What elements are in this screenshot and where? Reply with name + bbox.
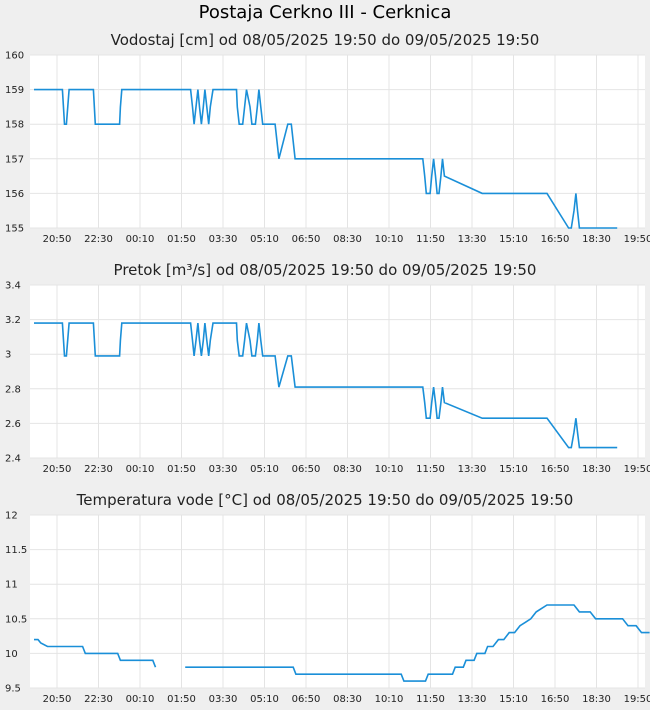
y-tick-label: 2.8	[5, 384, 21, 395]
x-tick-label: 00:10	[126, 694, 155, 705]
chart-title: Temperatura vode [°C] od 08/05/2025 19:5…	[76, 491, 574, 509]
x-tick-label: 15:10	[499, 694, 528, 705]
series-line	[34, 638, 157, 668]
x-tick-label: 05:10	[250, 694, 279, 705]
x-tick-label: 00:10	[126, 464, 155, 475]
x-tick-label: 19:50	[624, 694, 650, 705]
x-tick-label: 08:30	[333, 694, 362, 705]
chart-panel-3: Temperatura vode [°C] od 08/05/2025 19:5…	[5, 491, 650, 705]
x-tick-label: 03:30	[209, 694, 238, 705]
series-line	[185, 604, 650, 682]
series-line	[34, 88, 618, 229]
y-tick-label: 12	[5, 511, 18, 522]
x-tick-label: 13:30	[458, 464, 487, 475]
x-tick-label: 18:30	[582, 464, 611, 475]
x-tick-label: 11:50	[416, 234, 445, 245]
y-tick-label: 10.5	[5, 614, 27, 625]
y-tick-label: 155	[5, 224, 24, 235]
x-tick-label: 06:50	[292, 694, 321, 705]
x-tick-label: 16:50	[541, 694, 570, 705]
x-tick-label: 05:10	[250, 464, 279, 475]
x-tick-label: 11:50	[416, 694, 445, 705]
x-tick-label: 01:50	[167, 234, 196, 245]
x-tick-label: 03:30	[209, 464, 238, 475]
y-tick-label: 158	[5, 120, 24, 131]
x-tick-label: 01:50	[167, 464, 196, 475]
y-tick-label: 160	[5, 51, 24, 62]
chart-panel-2: Pretok [m³/s] od 08/05/2025 19:50 do 09/…	[5, 261, 650, 475]
x-tick-label: 15:10	[499, 234, 528, 245]
y-tick-label: 156	[5, 189, 24, 200]
plot-area	[30, 285, 645, 458]
y-tick-label: 157	[5, 154, 24, 165]
x-tick-label: 13:30	[458, 694, 487, 705]
x-tick-label: 19:50	[624, 464, 650, 475]
x-tick-label: 10:10	[375, 234, 404, 245]
x-tick-label: 20:50	[43, 694, 72, 705]
x-tick-label: 16:50	[541, 464, 570, 475]
x-tick-label: 11:50	[416, 464, 445, 475]
x-tick-label: 08:30	[333, 234, 362, 245]
y-tick-label: 11	[5, 580, 18, 591]
y-tick-label: 9.5	[5, 684, 21, 695]
y-tick-label: 3	[5, 350, 11, 361]
x-tick-label: 03:30	[209, 234, 238, 245]
y-tick-label: 10	[5, 649, 18, 660]
x-tick-label: 10:10	[375, 464, 404, 475]
series-line	[34, 322, 618, 449]
chart-panel-1: Vodostaj [cm] od 08/05/2025 19:50 do 09/…	[5, 31, 650, 245]
plot-area	[30, 55, 645, 228]
x-tick-label: 13:30	[458, 234, 487, 245]
plot-area	[30, 515, 645, 688]
x-tick-label: 01:50	[167, 694, 196, 705]
x-tick-label: 10:10	[375, 694, 404, 705]
x-tick-label: 20:50	[43, 234, 72, 245]
chart-title: Vodostaj [cm] od 08/05/2025 19:50 do 09/…	[111, 31, 540, 49]
x-tick-label: 15:10	[499, 464, 528, 475]
x-tick-label: 20:50	[43, 464, 72, 475]
chart-title: Pretok [m³/s] od 08/05/2025 19:50 do 09/…	[114, 261, 537, 279]
x-tick-label: 22:30	[84, 694, 113, 705]
y-tick-label: 11.5	[5, 545, 27, 556]
y-tick-label: 159	[5, 85, 24, 96]
x-tick-label: 22:30	[84, 464, 113, 475]
x-tick-label: 16:50	[541, 234, 570, 245]
x-tick-label: 18:30	[582, 234, 611, 245]
x-tick-label: 00:10	[126, 234, 155, 245]
x-tick-label: 08:30	[333, 464, 362, 475]
y-tick-label: 3.4	[5, 281, 21, 292]
y-tick-label: 3.2	[5, 315, 21, 326]
y-tick-label: 2.6	[5, 419, 21, 430]
x-tick-label: 05:10	[250, 234, 279, 245]
station-title: Postaja Cerkno III - Cerknica	[198, 2, 452, 23]
x-tick-label: 06:50	[292, 234, 321, 245]
x-tick-label: 18:30	[582, 694, 611, 705]
x-tick-label: 22:30	[84, 234, 113, 245]
x-tick-label: 19:50	[624, 234, 650, 245]
y-tick-label: 2.4	[5, 454, 21, 465]
x-tick-label: 06:50	[292, 464, 321, 475]
